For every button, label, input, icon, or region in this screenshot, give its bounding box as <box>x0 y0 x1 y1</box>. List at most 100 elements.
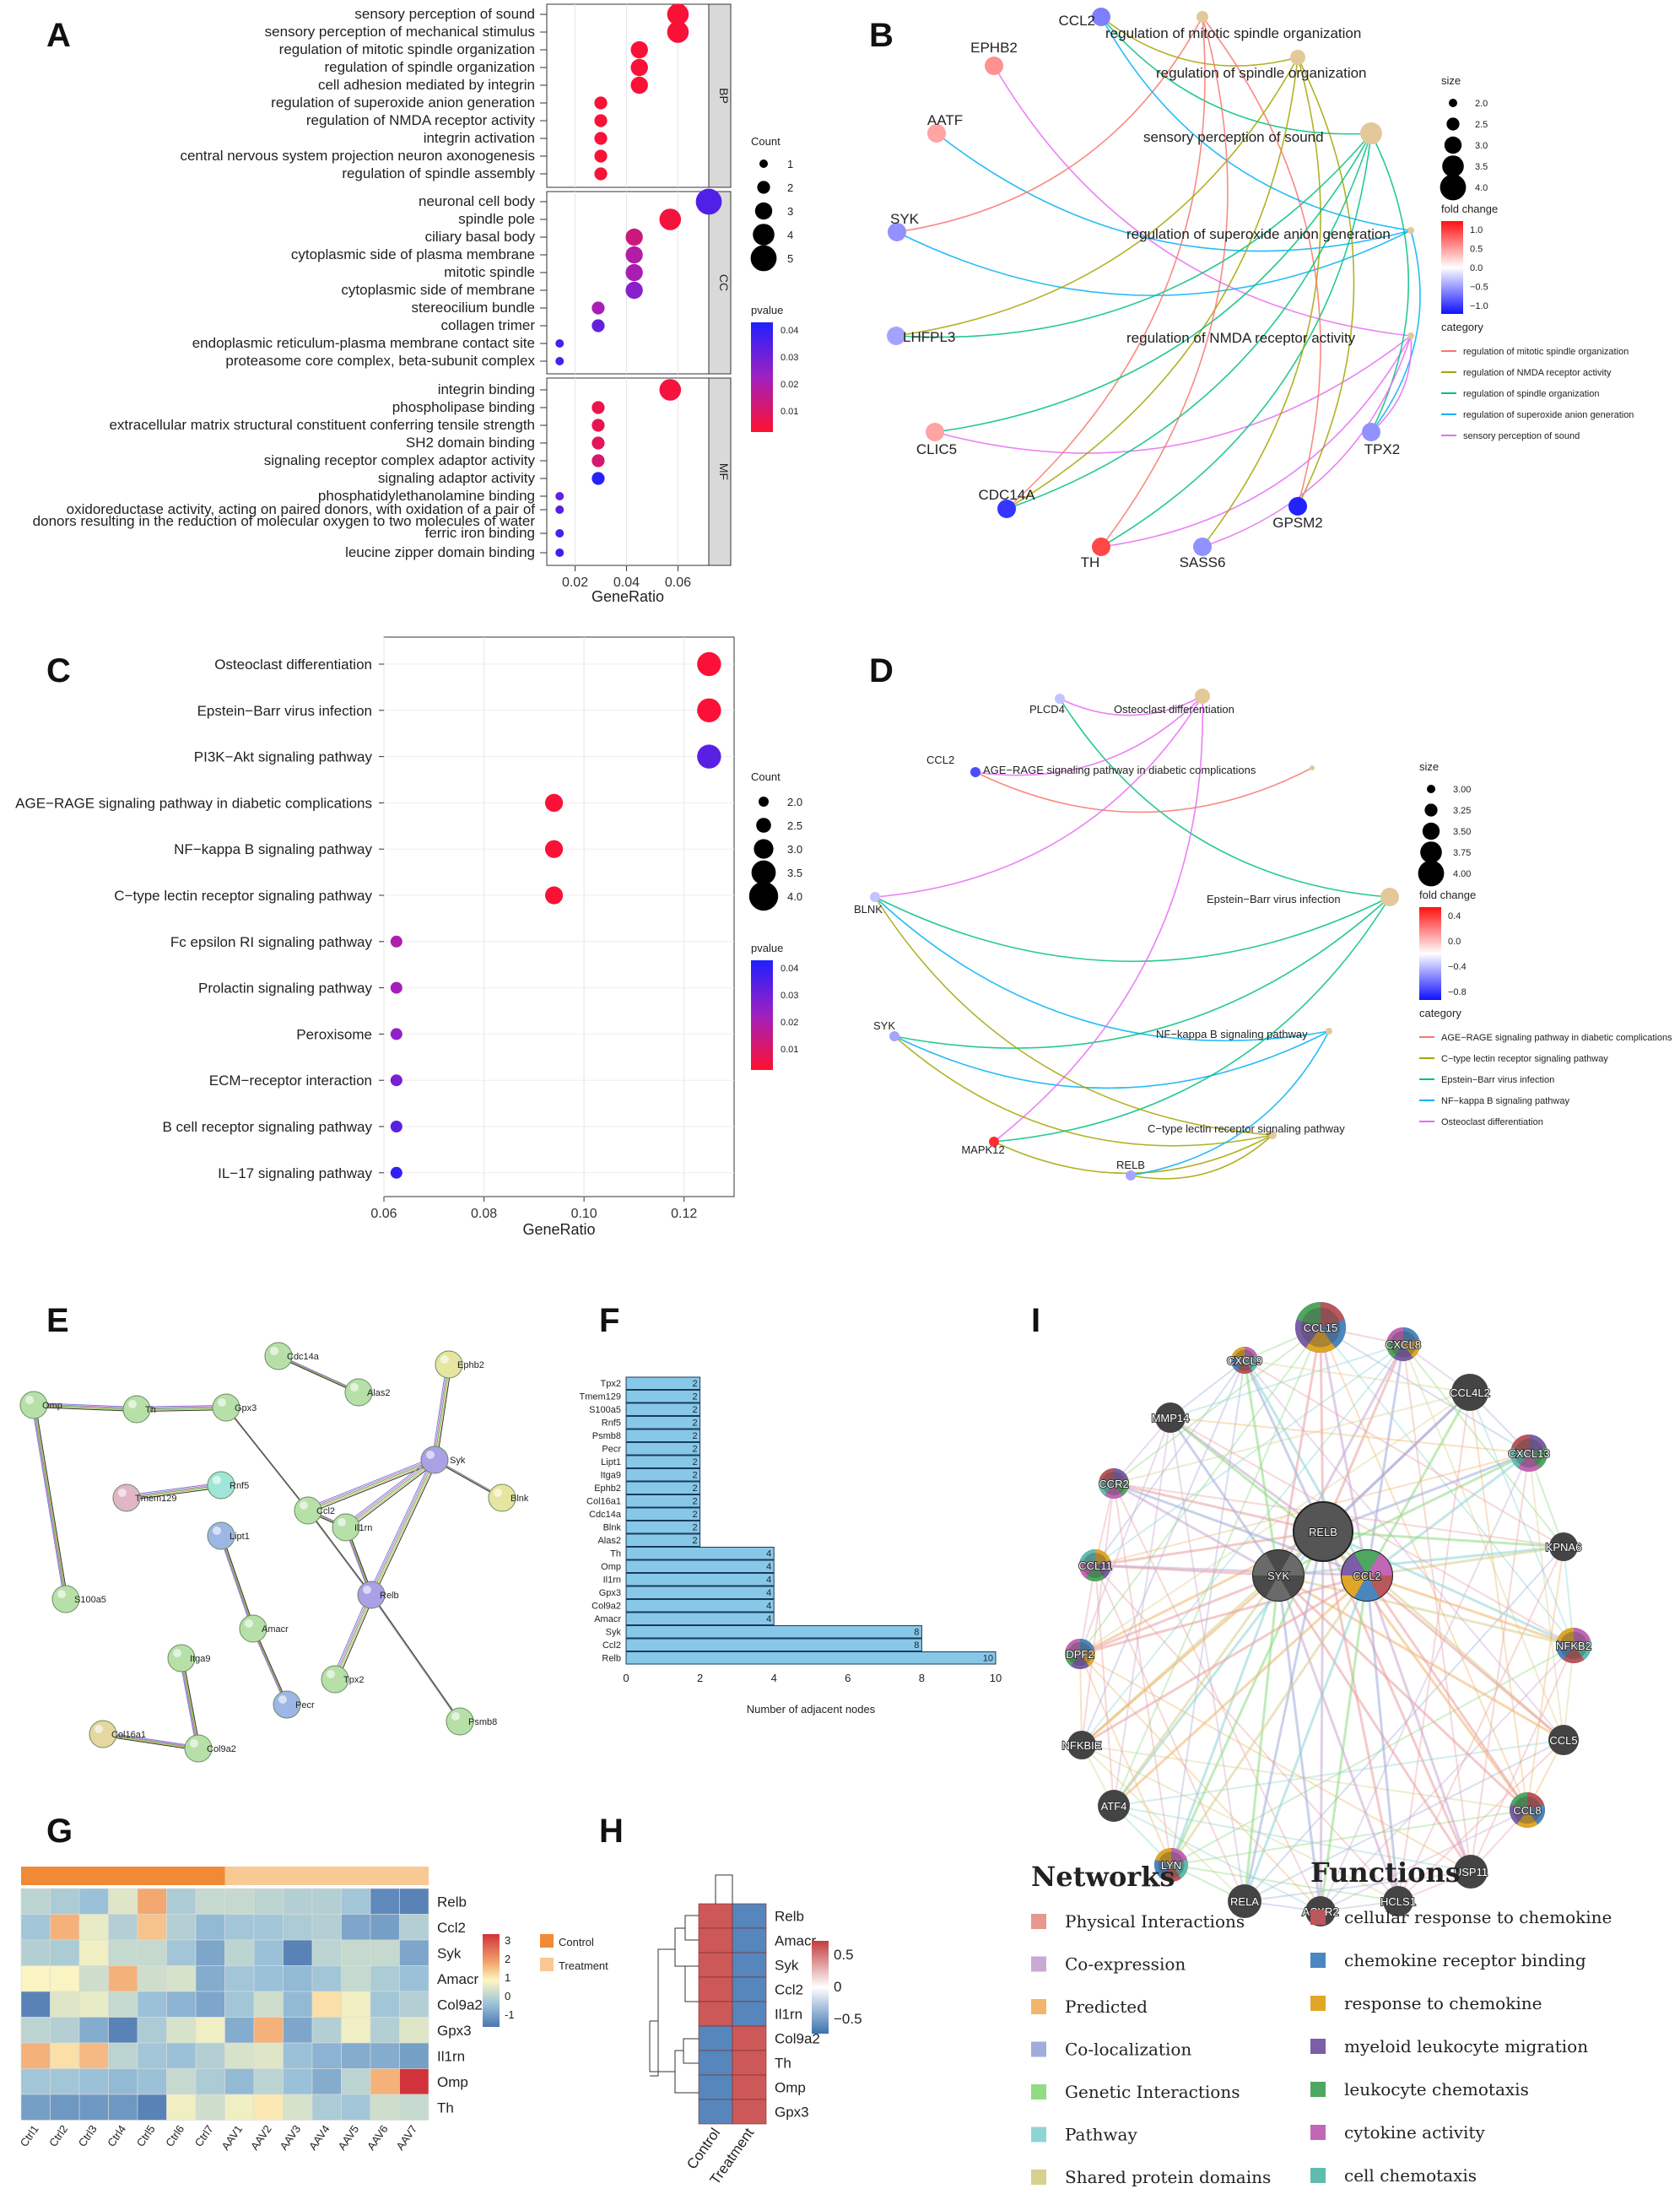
networks-legend-swatch <box>1031 1999 1046 2014</box>
ppi-node-highlight <box>327 1670 335 1678</box>
heatmap-cell <box>311 2042 342 2069</box>
functions-legend-label: leukocyte chemotaxis <box>1344 2079 1529 2099</box>
category-legend-label: sensory perception of sound <box>1463 431 1580 441</box>
genemania-node-label: LYN <box>1161 1859 1181 1872</box>
dot-point <box>625 246 643 264</box>
dot-point <box>592 472 605 485</box>
bar-value-label: 2 <box>692 1471 697 1481</box>
heatmap-cell <box>166 2068 197 2095</box>
row-label: Amacr <box>437 1971 478 1987</box>
size-legend-dot <box>754 202 773 220</box>
heatmap-cell <box>732 1903 767 1929</box>
term-label: B cell receptor signaling pathway <box>162 1119 372 1135</box>
term-label: Epstein−Barr virus infection <box>197 703 372 719</box>
genemania-node-core <box>1234 1349 1256 1371</box>
gene-node <box>1193 538 1212 556</box>
column-label: Ctrl3 <box>76 2123 100 2149</box>
heatmap-cell <box>20 1965 51 1992</box>
color-legend-tick: 0 <box>505 1990 510 2002</box>
fc-legend-tick: −0.8 <box>1448 987 1467 997</box>
genemania-node-wedge <box>1555 1640 1574 1660</box>
heatmap-cell <box>341 1939 371 1966</box>
heatmap-cell <box>341 2094 371 2121</box>
bar-value-label: 4 <box>766 1575 771 1586</box>
genemania-center-label: RELB <box>1309 1526 1337 1538</box>
heatmap-cell <box>224 1914 255 1941</box>
functions-legend-swatch <box>1310 1910 1326 1925</box>
heatmap-cell <box>166 1965 197 1992</box>
term-label: oxidoreductase activity, acting on paire… <box>67 501 536 517</box>
color-legend-title: pvalue <box>751 942 783 954</box>
bar-category-label: Relb <box>602 1654 621 1664</box>
dot-point <box>592 454 605 467</box>
bar <box>625 1638 922 1651</box>
x-tick-label: 0 <box>623 1672 629 1684</box>
ppi-edge <box>334 1594 372 1680</box>
genemania-edge <box>1170 1359 1245 1866</box>
size-legend-label: 3.75 <box>1453 848 1471 858</box>
bar-category-label: Pecr <box>602 1445 621 1455</box>
genemania-node-wedge <box>1099 1468 1114 1483</box>
genemania-node-label: CCL5 <box>1549 1734 1577 1747</box>
genemania-edge <box>1469 1392 1575 1646</box>
heatmap-cell <box>399 2042 429 2069</box>
gene-label: GPSM2 <box>1272 515 1323 531</box>
network-edge <box>895 57 1299 337</box>
genemania-node-label: USP11 <box>1454 1866 1488 1878</box>
heatmap-cell <box>732 1952 767 1978</box>
size-legend-dot <box>756 818 771 833</box>
genemania-node-wedge <box>1099 1478 1114 1496</box>
genemania-edge <box>1094 1359 1245 1566</box>
genemania-edge <box>1244 1546 1564 1902</box>
genemania-edge <box>1170 1645 1575 1866</box>
genemania-node-wedge <box>1386 1338 1403 1359</box>
ppi-edge <box>435 1365 451 1462</box>
functions-legend-label: chemokine receptor binding <box>1344 1950 1586 1970</box>
genemania-edge <box>1113 1482 1324 1533</box>
fc-legend-title: fold change <box>1419 889 1476 901</box>
gene-label: CCL2 <box>1059 13 1095 29</box>
gene-node <box>1092 538 1110 556</box>
network-edge <box>1297 57 1355 507</box>
bar <box>625 1625 922 1639</box>
genemania-edge <box>1402 1343 1472 1872</box>
genemania-edge <box>1094 1343 1404 1566</box>
ppi-edge <box>180 1656 198 1748</box>
ppi-node-highlight <box>451 1712 460 1721</box>
size-legend-title: Count <box>751 135 781 148</box>
genemania-edge <box>1170 1417 1530 1454</box>
x-tick-label: 0.06 <box>370 1207 397 1221</box>
row-label: Relb <box>775 1909 804 1925</box>
row-label: Th <box>775 2056 791 2072</box>
network-edge <box>1370 132 1410 433</box>
gene-label: SYK <box>890 211 920 227</box>
dot-point <box>390 981 402 994</box>
genemania-edge <box>1528 1452 1564 1741</box>
bar <box>625 1559 775 1573</box>
genemania-node-label: KPNA6 <box>1546 1541 1582 1554</box>
row-label: Th <box>437 2099 454 2116</box>
column-label: AAV3 <box>277 2123 303 2153</box>
genemania-edge <box>1079 1653 1172 1866</box>
genemania-edge <box>1243 1575 1280 1902</box>
heatmap-cell <box>698 2099 733 2125</box>
term-label: regulation of spindle organization <box>324 59 535 75</box>
genemania-node <box>1067 1731 1096 1759</box>
genemania-node-wedge <box>1245 1356 1258 1371</box>
size-legend-dot <box>759 159 768 168</box>
heatmap-cell <box>195 2017 225 2044</box>
genemania-node-wedge <box>1161 1865 1181 1882</box>
bar-value-label: 2 <box>692 1536 697 1546</box>
heatmap-cell <box>698 2025 733 2051</box>
bar <box>625 1455 701 1468</box>
heatmap-cell <box>341 1888 371 1915</box>
heatmap-cell <box>732 2074 767 2100</box>
heatmap-cell <box>108 2094 138 2121</box>
genemania-center-wedge <box>1354 1550 1380 1575</box>
term-label: regulation of mitotic spindle organizati… <box>279 41 535 57</box>
ppi-edge <box>125 1483 220 1498</box>
heatmap-cell <box>224 2017 255 2044</box>
size-legend-dot <box>1444 136 1462 154</box>
ppi-node-highlight <box>440 1355 449 1364</box>
genemania-edge <box>1277 1575 1472 1872</box>
